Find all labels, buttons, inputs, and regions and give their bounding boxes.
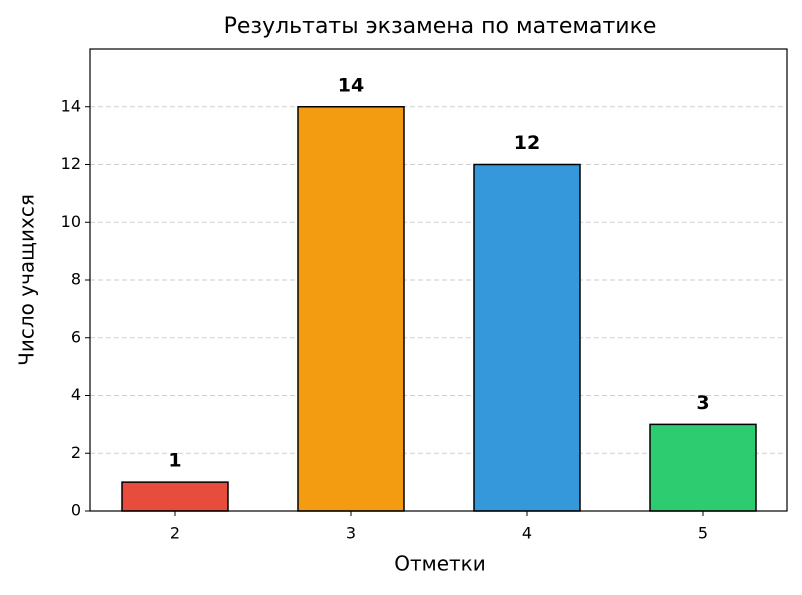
- bar: [649, 423, 757, 512]
- x-tick-label: 2: [170, 524, 180, 543]
- y-tick-label: 6: [71, 327, 81, 346]
- data-label: 1: [168, 450, 181, 472]
- y-tick-label: 10: [61, 212, 81, 231]
- y-tick-label: 14: [61, 96, 81, 115]
- y-tick-label: 12: [61, 154, 81, 173]
- bar: [473, 163, 581, 512]
- y-axis-label: Число учащихся: [15, 194, 39, 366]
- data-label: 3: [696, 392, 709, 414]
- plot-frame: [89, 48, 788, 512]
- chart-title: Результаты экзамена по математике: [224, 14, 657, 39]
- x-axis-label: Отметки: [394, 552, 486, 576]
- data-label: 14: [338, 74, 364, 96]
- x-tick-label: 3: [346, 524, 356, 543]
- y-tick-label: 0: [71, 501, 81, 520]
- y-tick-label: 8: [71, 270, 81, 289]
- y-tick-label: 4: [71, 385, 81, 404]
- x-tick-label: 4: [522, 524, 532, 543]
- bar: [297, 106, 405, 512]
- y-tick-label: 2: [71, 443, 81, 462]
- data-label: 12: [514, 132, 540, 154]
- x-tick-label: 5: [698, 524, 708, 543]
- bar: [121, 481, 229, 512]
